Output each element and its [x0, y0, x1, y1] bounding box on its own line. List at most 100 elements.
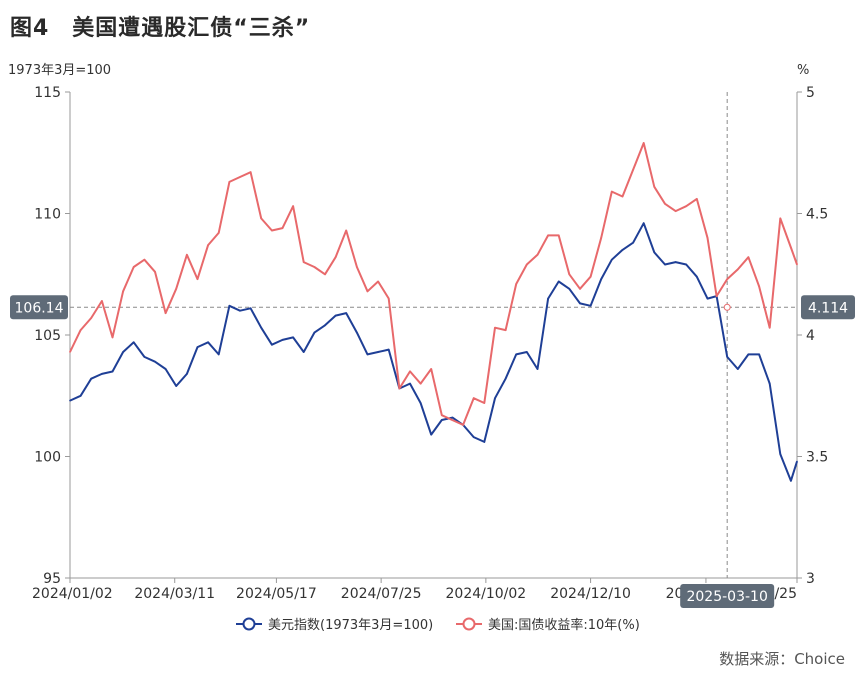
figure-title: 图4 美国遭遇股汇债“三杀” [10, 16, 311, 41]
treasury-yield-point [441, 414, 443, 417]
x-axis-tick-label: 2024/12/10 [550, 586, 631, 602]
usd-index-point [441, 419, 443, 421]
treasury-yield-point [143, 258, 146, 261]
treasury-yield-point [345, 229, 348, 232]
usd-index-point [642, 222, 645, 224]
treasury-yield-point [302, 261, 305, 263]
usd-index-point [79, 395, 82, 397]
usd-index-point [737, 368, 739, 370]
treasury-yield-point [674, 210, 677, 212]
x-axis-tick-label: 2024/03/11 [134, 586, 215, 602]
treasury-yield-point [664, 203, 666, 205]
treasury-yield-point [419, 382, 422, 385]
right-axis-tick-label: 3.5 [806, 450, 828, 466]
treasury-yield-point [324, 273, 326, 276]
right-axis-unit: % [797, 63, 809, 78]
usd-index-point [154, 360, 156, 363]
usd-index-point [419, 402, 422, 404]
treasury-yield-point [111, 336, 114, 339]
treasury-yield-point [154, 271, 156, 273]
x-axis-tick-label: 2024/01/02 [32, 586, 113, 602]
usd-index-point [726, 356, 728, 358]
treasury-yield-point [132, 266, 135, 268]
treasury-yield-point [600, 237, 602, 239]
treasury-yield-point [768, 326, 771, 329]
usd-index-point [796, 460, 798, 463]
usd-index-point [132, 341, 135, 344]
treasury-yield-point [217, 232, 220, 234]
usd-index-point [377, 351, 379, 353]
treasury-yield-point [526, 263, 528, 266]
legend-treasury-yield-marker [462, 617, 476, 631]
treasury-yield-point [494, 326, 496, 329]
usd-index-point [653, 251, 656, 254]
legend-usd-index-label: 美元指数(1973年3月=100) [268, 618, 433, 633]
treasury-yield-point [790, 246, 792, 249]
treasury-yield-point [260, 217, 263, 220]
treasury-yield-point [451, 419, 454, 421]
treasury-yield-point [706, 237, 709, 239]
usd-index-point [260, 326, 263, 329]
usd-index-point [302, 351, 305, 353]
treasury-yield-point [387, 297, 390, 300]
legend-usd-index-marker [242, 617, 256, 631]
treasury-yield-point [557, 234, 560, 237]
treasury-yield-point [228, 181, 231, 183]
treasury-yield-point [249, 171, 252, 173]
treasury-yield-line [69, 142, 798, 426]
usd-index-point [600, 278, 602, 280]
treasury-yield-point [515, 283, 517, 285]
usd-index-point [271, 343, 273, 346]
usd-index-point [313, 331, 316, 334]
usd-index-point [90, 377, 92, 380]
usd-index-point [366, 353, 369, 356]
treasury-yield-point [79, 329, 82, 331]
usd-index-point [356, 331, 358, 334]
usd-index-point [345, 312, 348, 314]
usd-index-point [706, 297, 709, 300]
usd-index-point [111, 370, 114, 373]
treasury-yield-point [313, 266, 316, 268]
treasury-yield-point [685, 205, 687, 207]
treasury-yield-point [356, 266, 358, 268]
usd-index-point [472, 436, 475, 438]
treasury-yield-point [207, 244, 209, 246]
usd-index-point [547, 297, 549, 300]
usd-index-point [249, 307, 252, 310]
x-axis-tick-label: 2024/07/25 [341, 586, 422, 602]
treasury-yield-point [758, 285, 760, 288]
usd-index-point [494, 397, 496, 400]
treasury-yield-point [536, 254, 539, 256]
treasury-yield-point [175, 288, 177, 290]
treasury-yield-point [366, 290, 369, 293]
treasury-yield-point [589, 275, 592, 278]
treasury-yield-point [568, 273, 571, 276]
treasury-yield-point [101, 300, 103, 302]
treasury-yield-point [579, 288, 581, 290]
usd-index-point [589, 305, 592, 307]
usd-index-point [239, 309, 241, 312]
treasury-yield-point [398, 387, 401, 390]
right-axis-tick-label: 3 [806, 571, 815, 587]
usd-index-point [430, 433, 433, 436]
usd-index-point [526, 351, 528, 353]
usd-index-point [579, 302, 581, 305]
usd-index-point [758, 353, 760, 356]
treasury-yield-point [377, 280, 379, 283]
usd-index-point [196, 346, 199, 348]
usd-index-line [69, 222, 798, 482]
usd-index-point [779, 453, 782, 455]
right-axis-tick-label: 5 [806, 85, 815, 101]
usd-index-point [536, 368, 539, 370]
usd-index-point [101, 373, 103, 375]
usd-index-point [175, 385, 177, 387]
treasury-yield-point [642, 142, 645, 144]
usd-index-point [621, 249, 624, 251]
x-axis-pointer-label: 2025-03-10 [686, 589, 767, 605]
usd-index-point [557, 280, 560, 283]
usd-index-point [568, 288, 571, 290]
treasury-yield-point [715, 295, 718, 297]
usd-index-point [324, 324, 326, 327]
